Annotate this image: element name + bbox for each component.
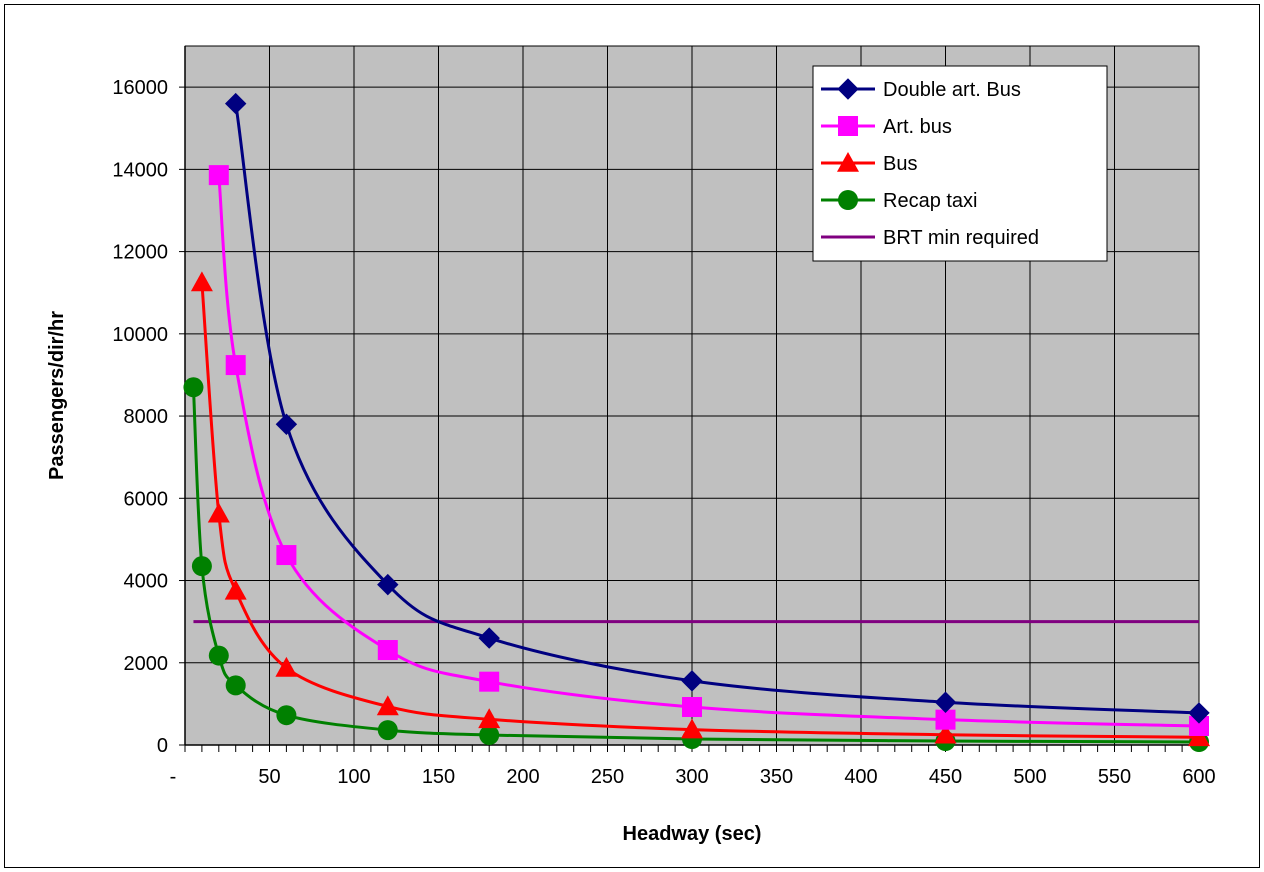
data-point xyxy=(935,709,956,730)
axes: 0 2000 4000 6000 8000 10000 12000 14000 16000 - 50… xyxy=(112,46,1216,788)
legend-item: Recap taxi xyxy=(821,190,978,212)
data-point xyxy=(377,720,398,741)
data-point xyxy=(276,545,297,566)
legend-label: Art. bus xyxy=(883,116,952,138)
y-tick-label: 12000 xyxy=(112,242,168,264)
data-point xyxy=(376,695,399,716)
legend-item: Bus xyxy=(821,152,917,175)
legend-item: Art. bus xyxy=(821,116,952,138)
data-point xyxy=(275,413,298,435)
data-point xyxy=(190,271,213,292)
data-point xyxy=(208,165,229,186)
y-tick-label: 4000 xyxy=(124,571,169,593)
legend: Double art. Bus Art. bus Bus Recap taxi BRT … xyxy=(812,65,1108,262)
y-tick-label: 8000 xyxy=(124,406,169,428)
data-point xyxy=(377,640,398,661)
x-tick-label: 150 xyxy=(422,766,455,788)
legend-swatch-marker xyxy=(838,116,858,136)
data-point xyxy=(682,697,702,718)
data-point xyxy=(1188,702,1210,724)
x-axis-title: Headway (sec) xyxy=(623,823,762,845)
x-tick-label: 350 xyxy=(760,766,793,788)
data-point xyxy=(1188,726,1210,747)
data-point xyxy=(183,377,204,398)
series-line xyxy=(191,387,1200,744)
series-line xyxy=(200,282,1200,739)
series-recap-taxi xyxy=(183,377,1209,752)
data-point xyxy=(224,579,247,600)
y-tick-label: 14000 xyxy=(112,159,168,181)
data-point xyxy=(1189,716,1209,737)
legend-item: Double art. Bus xyxy=(821,78,1021,101)
data-point xyxy=(208,645,229,666)
grid-lines xyxy=(185,45,1200,745)
y-tick-label: 0 xyxy=(157,735,168,757)
data-point xyxy=(224,92,247,115)
data-point xyxy=(276,705,297,726)
x-tick-label: 100 xyxy=(337,766,370,788)
data-point xyxy=(681,718,703,739)
y-tick-label: 6000 xyxy=(124,488,169,510)
data-point xyxy=(191,556,212,577)
series-double-art-bus xyxy=(224,92,1210,724)
data-point xyxy=(275,656,298,677)
legend-item: BRT min required xyxy=(821,227,1039,249)
legend-swatch-marker xyxy=(837,152,859,172)
legend-label: Double art. Bus xyxy=(883,79,1021,101)
data-point xyxy=(377,573,399,596)
data-point xyxy=(479,725,500,746)
x-tick-label: 50 xyxy=(258,766,280,788)
legend-swatch-marker xyxy=(838,190,858,210)
data-point xyxy=(225,355,246,376)
data-point xyxy=(681,670,703,692)
series-art-bus xyxy=(208,165,1209,737)
legend-label: Recap taxi xyxy=(883,190,978,212)
legend-label: BRT min required xyxy=(883,227,1039,249)
x-tick-label: - xyxy=(170,766,177,788)
data-point xyxy=(934,723,957,744)
data-point xyxy=(207,502,230,523)
data-point xyxy=(934,691,957,713)
data-point xyxy=(479,671,500,692)
x-tick-label: 450 xyxy=(929,766,962,788)
y-axis-title: Passengers/dir/hr xyxy=(46,311,68,480)
series-bus xyxy=(190,271,1210,747)
data-point xyxy=(478,708,501,729)
x-tick-label: 400 xyxy=(844,766,877,788)
legend-label: Bus xyxy=(883,153,917,175)
data-point xyxy=(225,675,246,696)
y-tick-label: 2000 xyxy=(124,653,169,675)
legend-swatch-marker xyxy=(837,78,859,100)
x-tick-label: 550 xyxy=(1098,766,1131,788)
x-tick-label: 600 xyxy=(1182,766,1215,788)
x-tick-label: 300 xyxy=(675,766,708,788)
data-point xyxy=(478,627,500,649)
series-layer xyxy=(183,92,1210,752)
x-tick-label: 500 xyxy=(1013,766,1046,788)
x-tick-label: 200 xyxy=(506,766,539,788)
y-tick-label: 16000 xyxy=(112,77,168,99)
x-tick-label: 250 xyxy=(591,766,624,788)
y-tick-label: 10000 xyxy=(112,324,168,346)
